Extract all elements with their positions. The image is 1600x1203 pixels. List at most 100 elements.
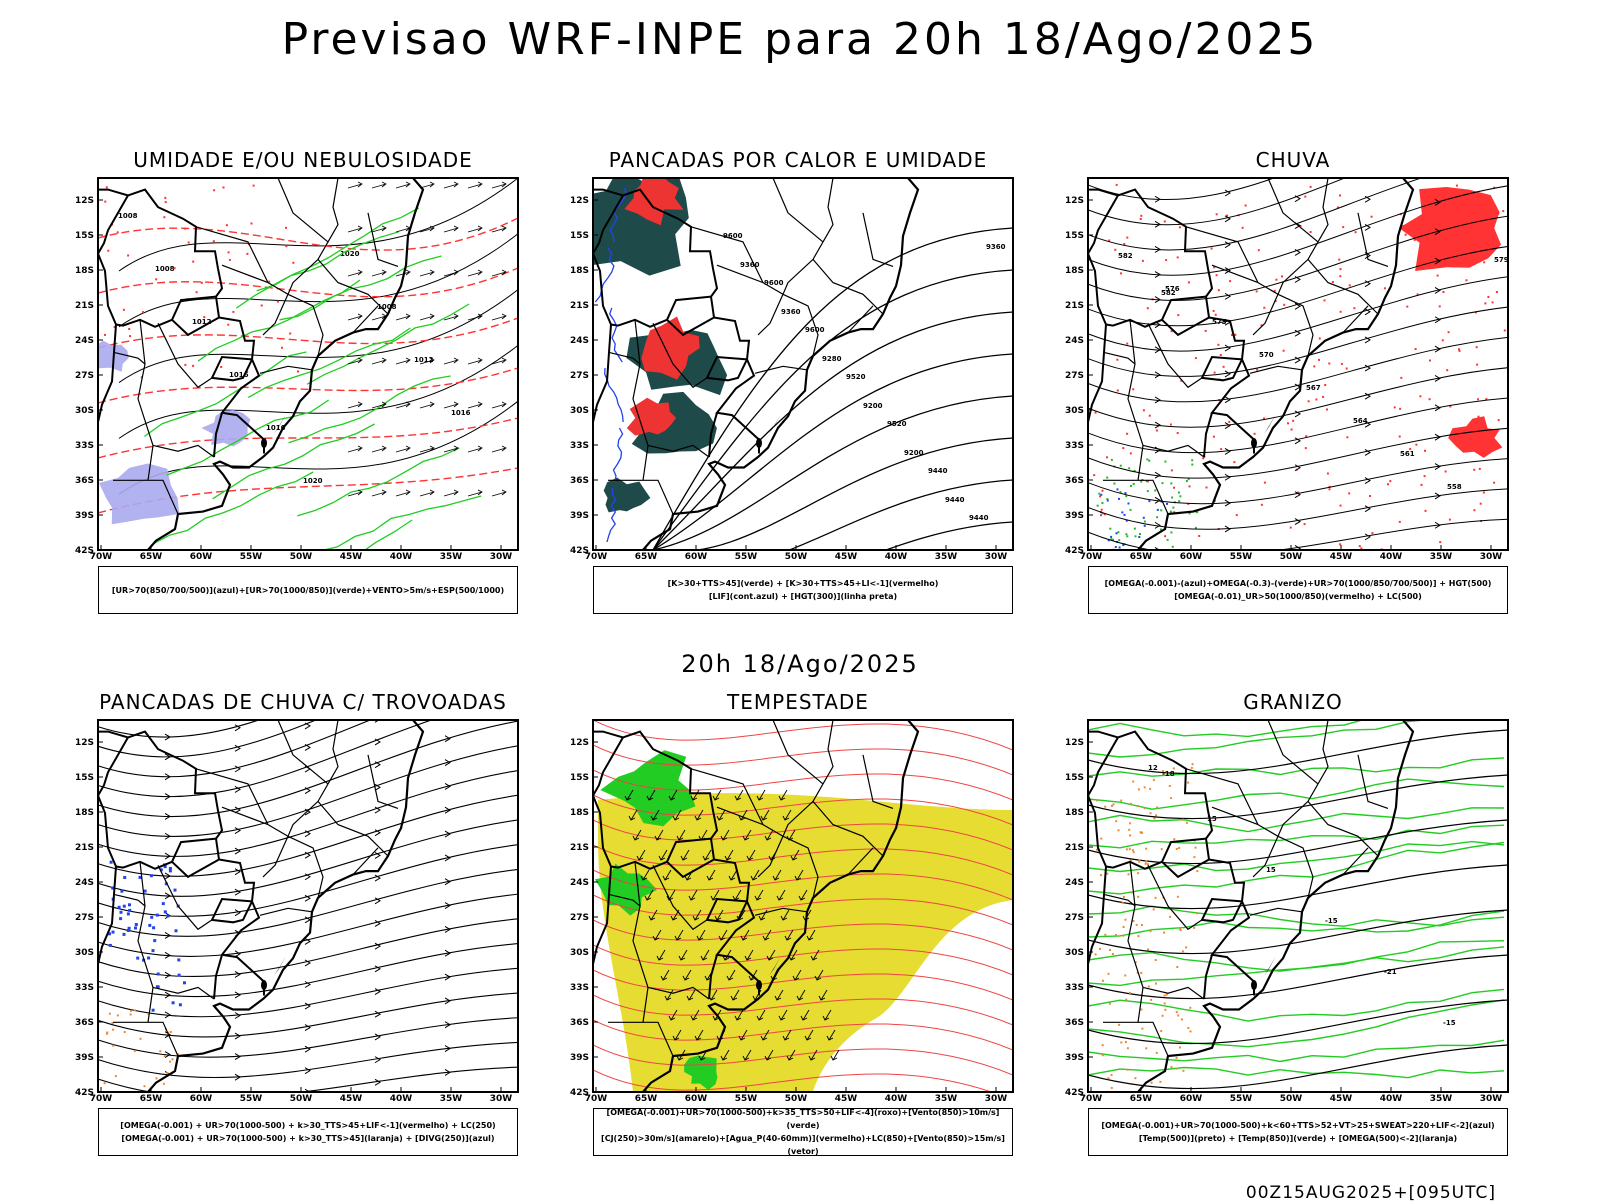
wind-vector (662, 869, 672, 881)
wind-vector (395, 181, 411, 189)
rain-speckle (1106, 456, 1108, 459)
wind-vector (718, 929, 728, 941)
omega-orange (1112, 803, 1115, 806)
height-contour (653, 521, 1013, 550)
rain-speckle (1116, 389, 1119, 392)
streamline-850 (593, 769, 1013, 801)
thunder-orange (103, 1082, 106, 1085)
country-border (1210, 359, 1255, 454)
streamline-arrow (234, 1073, 241, 1081)
rain-speckle (1445, 249, 1448, 251)
rain-green-speckle (1133, 469, 1136, 472)
omega-orange (1134, 1077, 1137, 1080)
rain-speckle (1226, 214, 1229, 217)
instability-teal-area (603, 477, 651, 513)
lon-tick-label: 65W (1130, 552, 1153, 562)
omega-orange (1143, 786, 1146, 789)
rain-speckle (1369, 495, 1371, 497)
lon-tick-label: 40W (885, 552, 908, 562)
lon-tick-label: 70W (585, 1094, 608, 1104)
wind-vector (491, 401, 507, 409)
divergence-blue (149, 874, 153, 878)
map-geography (1088, 720, 1415, 1092)
red-speckle (129, 335, 131, 338)
rain-green-speckle (1125, 495, 1128, 498)
omega-orange (1165, 993, 1168, 996)
andes-border (98, 253, 118, 423)
rain-green-speckle (1132, 483, 1135, 485)
wind-vector (686, 989, 696, 1001)
state-border (113, 479, 179, 515)
state-border (1307, 259, 1379, 315)
thunder-orange (143, 1085, 146, 1088)
state-border (137, 319, 154, 481)
rain-green-speckle (1160, 509, 1163, 512)
height-label: 9440 (945, 496, 965, 504)
streamline-arrow (1154, 521, 1161, 529)
country-border (171, 858, 220, 879)
humidity-green-contour (212, 423, 375, 500)
map-frame (592, 177, 1014, 551)
streamline-arrow (164, 753, 171, 761)
state-border (113, 1021, 179, 1057)
streamline (98, 868, 518, 937)
rain-speckle (1354, 231, 1357, 234)
country-border (215, 838, 256, 902)
rain-green-speckle (1154, 489, 1157, 492)
rain-speckle (1255, 290, 1258, 293)
wind-vector (786, 1049, 796, 1061)
lat-tick-label: 24S (75, 878, 94, 888)
state-border (1103, 893, 1136, 907)
divergence-blue (123, 876, 127, 879)
divergence-blue (126, 912, 130, 916)
temp500-contour (1088, 729, 1508, 775)
rain-speckle (1446, 369, 1449, 372)
omega-orange (1149, 812, 1152, 815)
red-speckle (250, 222, 253, 225)
wind-vector (692, 909, 702, 921)
rain-speckle (1108, 239, 1111, 242)
wind-vector (491, 269, 507, 277)
wind-vector (826, 1029, 836, 1041)
wind-vector (347, 181, 363, 189)
wind-vector (746, 849, 756, 861)
streamline-arrow (304, 916, 311, 924)
rain-blue-speckle (1125, 519, 1128, 522)
rain-speckle (1455, 184, 1458, 187)
lat-tick-label: 15S (570, 231, 589, 241)
rain-speckle (1441, 339, 1444, 342)
wind-vector (780, 909, 790, 921)
omega-orange (1191, 763, 1194, 766)
streamline-arrow (1224, 370, 1231, 378)
lat-tick-label: 33S (570, 983, 589, 993)
lat-tick-label: 33S (75, 983, 94, 993)
humidity-green-contour (197, 279, 361, 362)
rain-green-speckle (1110, 458, 1113, 461)
omega-orange (1179, 927, 1181, 930)
omega-orange (1170, 1066, 1173, 1069)
rain-speckle (1187, 502, 1190, 505)
streamline-arrow (1224, 525, 1231, 533)
rain-green-speckle (1170, 531, 1173, 534)
lon-tick-label: 70W (1080, 1094, 1103, 1104)
rain-speckle (1358, 545, 1361, 548)
state-border (647, 444, 710, 458)
lat-tick-label: 18S (570, 808, 589, 818)
omega-orange (1118, 1023, 1121, 1026)
rain-speckle (1101, 489, 1104, 492)
thunder-orange (147, 1012, 150, 1015)
country-border (708, 412, 718, 458)
lon-tick-label: 50W (785, 1094, 808, 1104)
red-speckle (107, 249, 110, 252)
omega-orange (1110, 804, 1113, 807)
rain-speckle (1114, 248, 1117, 251)
lagoa-mirim (261, 980, 267, 991)
rain-speckle (1139, 218, 1142, 220)
wind-vector (650, 809, 660, 821)
rain-speckle (1212, 309, 1215, 312)
rain-speckle (1257, 249, 1260, 252)
rain-green-speckle (1128, 467, 1131, 470)
streamline-arrow (1224, 215, 1231, 223)
country-border (1205, 838, 1246, 902)
